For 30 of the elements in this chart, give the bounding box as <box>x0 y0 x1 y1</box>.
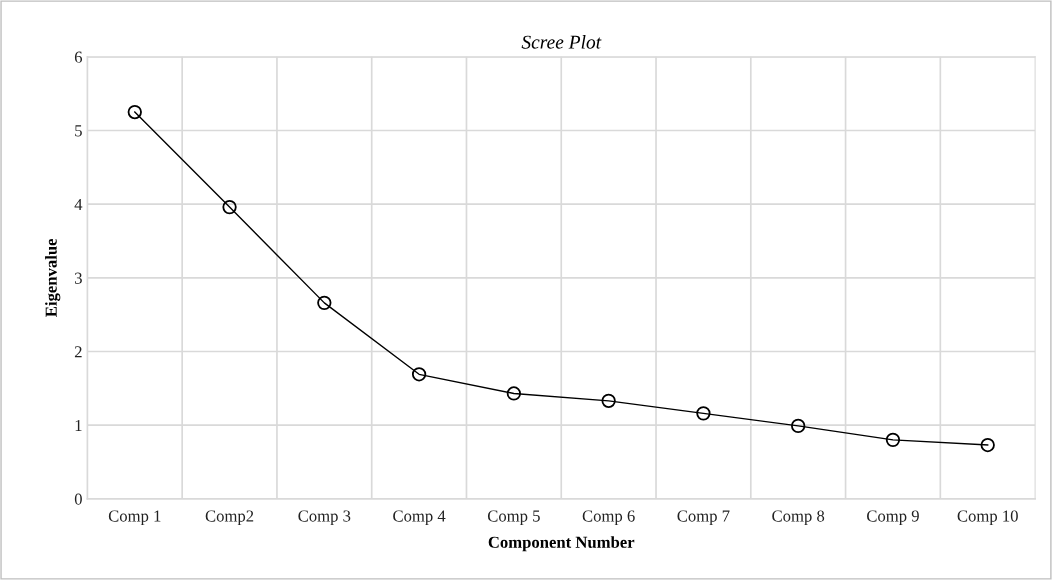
x-tick-label: Comp 4 <box>393 510 446 526</box>
y-tick-label: 3 <box>75 272 82 284</box>
x-tick-label: Comp 5 <box>487 510 540 526</box>
point <box>411 367 427 382</box>
x-tick-label: Comp 1 <box>108 510 161 526</box>
x-tick-label: Comp 10 <box>957 510 1018 526</box>
point <box>506 386 522 401</box>
y-tick-label: 5 <box>75 125 82 137</box>
x-tick-label: Comp 8 <box>772 510 825 526</box>
y-axis-title: Eigenvalue <box>45 238 61 317</box>
y-tick-label: 0 <box>74 493 82 505</box>
y-tick-label: 2 <box>74 346 82 358</box>
y-tick-label: 6 <box>74 51 83 63</box>
point <box>317 295 332 311</box>
x-tick-label: Comp 9 <box>867 510 919 526</box>
x-tick-label: Comp 7 <box>677 510 730 526</box>
point <box>696 406 711 421</box>
x-axis-title: Component Number <box>488 536 635 552</box>
point <box>791 418 806 434</box>
point <box>980 437 995 453</box>
y-tick-label: 4 <box>74 198 83 210</box>
point <box>127 104 142 120</box>
chart-title: Scree Plot <box>521 35 602 49</box>
y-tick-label: 1 <box>75 419 82 431</box>
x-tick-label: Comp 6 <box>582 510 635 526</box>
x-tick-label: Comp 3 <box>298 510 351 526</box>
point <box>222 199 237 215</box>
x-tick-label: Comp2 <box>205 510 254 526</box>
point <box>885 432 901 448</box>
point <box>601 393 616 408</box>
